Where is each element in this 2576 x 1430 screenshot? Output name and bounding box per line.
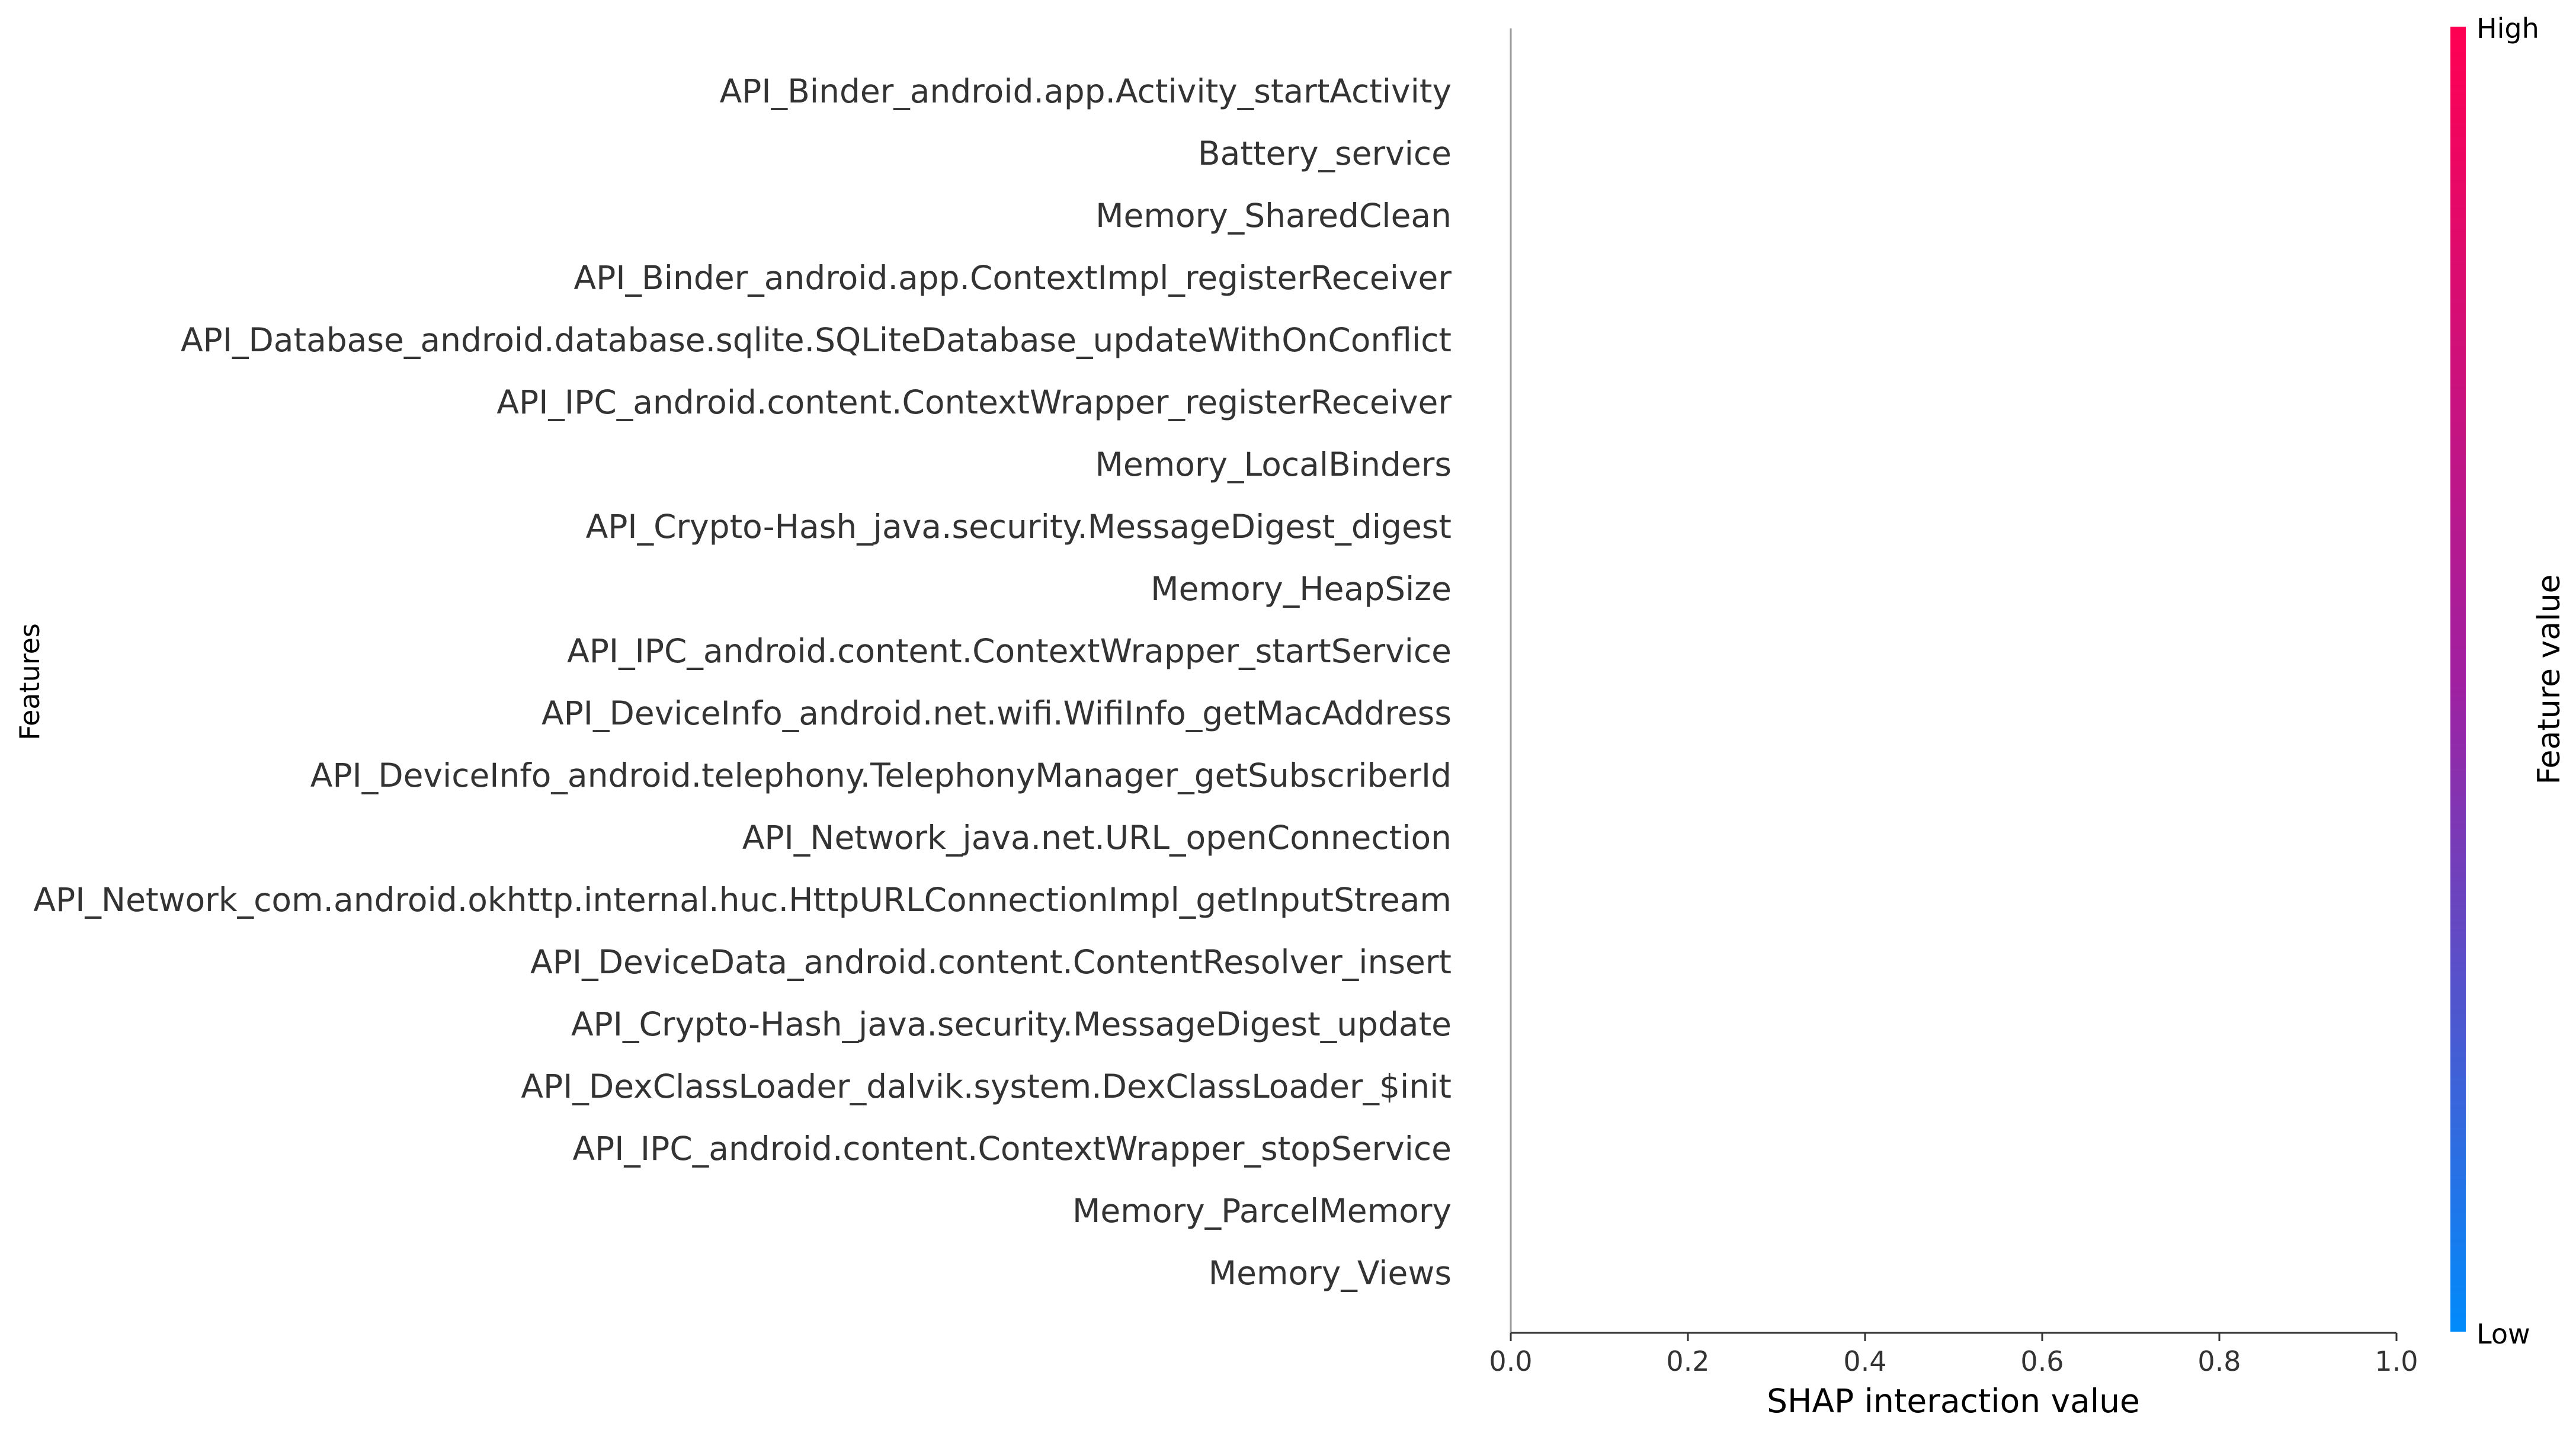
- feature-label: API_IPC_android.content.ContextWrapper_s…: [567, 632, 1452, 670]
- feature-label: API_DeviceInfo_android.telephony.Telepho…: [310, 756, 1452, 794]
- feature-label: Memory_Views: [1209, 1254, 1452, 1292]
- feature-label: API_Binder_android.app.ContextImpl_regis…: [574, 259, 1452, 297]
- feature-labels: API_Binder_android.app.Activity_startAct…: [33, 72, 1452, 1292]
- feature-label: API_Crypto-Hash_java.security.MessageDig…: [571, 1005, 1452, 1043]
- x-tick-label: 0.8: [2197, 1345, 2241, 1377]
- colorbar-title: Feature value: [2532, 574, 2567, 784]
- colorbar-high-label: High: [2476, 12, 2539, 44]
- feature-label: API_DeviceData_android.content.ContentRe…: [530, 943, 1452, 981]
- x-tick-label: 0.6: [2020, 1345, 2064, 1377]
- x-tick-label: 0.0: [1489, 1345, 1532, 1377]
- x-tick-label: 0.2: [1666, 1345, 1709, 1377]
- feature-label: Memory_HeapSize: [1151, 570, 1452, 608]
- feature-label: API_Binder_android.app.Activity_startAct…: [720, 72, 1452, 110]
- feature-label: API_Network_com.android.okhttp.internal.…: [33, 881, 1452, 919]
- colorbar-low-label: Low: [2476, 1318, 2530, 1350]
- feature-label: Memory_LocalBinders: [1095, 445, 1452, 483]
- feature-label: API_DexClassLoader_dalvik.system.DexClas…: [521, 1067, 1452, 1105]
- feature-label: API_IPC_android.content.ContextWrapper_s…: [572, 1130, 1452, 1168]
- x-tick-label: 1.0: [2375, 1345, 2418, 1377]
- feature-label: Memory_SharedClean: [1095, 197, 1452, 235]
- feature-label: Memory_ParcelMemory: [1072, 1192, 1452, 1230]
- y-axis-title: Features: [14, 623, 46, 740]
- x-tick-label: 0.4: [1843, 1345, 1886, 1377]
- colorbar: [2450, 27, 2466, 1332]
- feature-label: API_Network_java.net.URL_openConnection: [742, 819, 1452, 857]
- feature-label: API_DeviceInfo_android.net.wifi.WifiInfo…: [542, 694, 1452, 732]
- feature-label: API_Crypto-Hash_java.security.MessageDig…: [586, 508, 1452, 546]
- x-axis-title: SHAP interaction value: [1767, 1382, 2140, 1420]
- feature-label: Battery_service: [1198, 134, 1452, 172]
- feature-label: API_IPC_android.content.ContextWrapper_r…: [496, 383, 1452, 421]
- x-ticks: 0.0 0.2 0.4 0.6 0.8 1.0: [1489, 1333, 2418, 1377]
- feature-label: API_Database_android.database.sqlite.SQL…: [181, 321, 1452, 359]
